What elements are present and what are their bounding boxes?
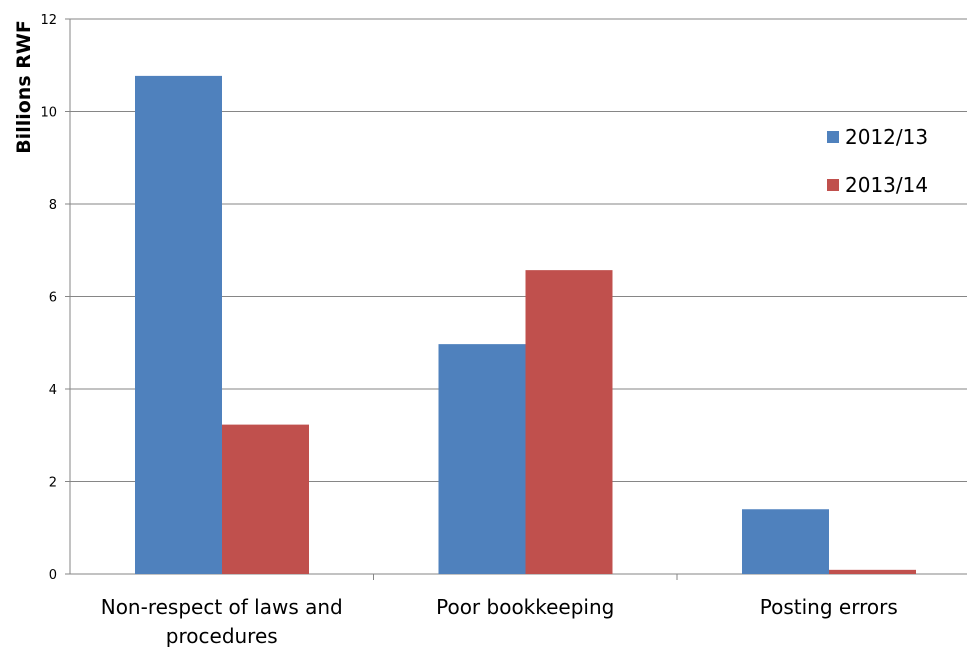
bar-2012-13-0	[135, 75, 222, 574]
y-tick-labels: 0 2 4 6 8 10 12	[40, 13, 57, 583]
x-tick-label: Posting errors	[760, 595, 898, 619]
legend-swatch	[827, 131, 839, 143]
bar-2012-13-1	[438, 344, 526, 574]
legend-label: 2012/13	[845, 125, 928, 149]
x-tick-label: Non-respect of laws and	[101, 595, 343, 619]
y-tick-label: 10	[40, 106, 57, 121]
y-tick-label: 8	[49, 198, 57, 213]
x-tick-labels: Non-respect of laws and procedures Poor bo…	[101, 595, 898, 647]
x-tick-label: Poor bookkeeping	[436, 595, 614, 619]
legend: 2012/13 2013/14	[827, 125, 928, 197]
y-tick-label: 6	[49, 291, 57, 306]
bars	[135, 75, 916, 574]
y-tick-label: 12	[40, 13, 57, 28]
y-tick-label: 0	[49, 568, 57, 583]
legend-swatch	[827, 179, 839, 191]
bar-2013-14-2	[829, 569, 916, 574]
bar-2013-14-0	[222, 424, 309, 574]
bar-2012-13-2	[742, 509, 829, 574]
bar-2013-14-1	[525, 270, 613, 574]
legend-label: 2013/14	[845, 173, 928, 197]
y-axis-label: Billions RWF	[13, 20, 35, 154]
y-tick-label: 2	[49, 476, 57, 491]
y-tick-label: 4	[49, 383, 57, 398]
x-tick-label: procedures	[166, 624, 278, 647]
